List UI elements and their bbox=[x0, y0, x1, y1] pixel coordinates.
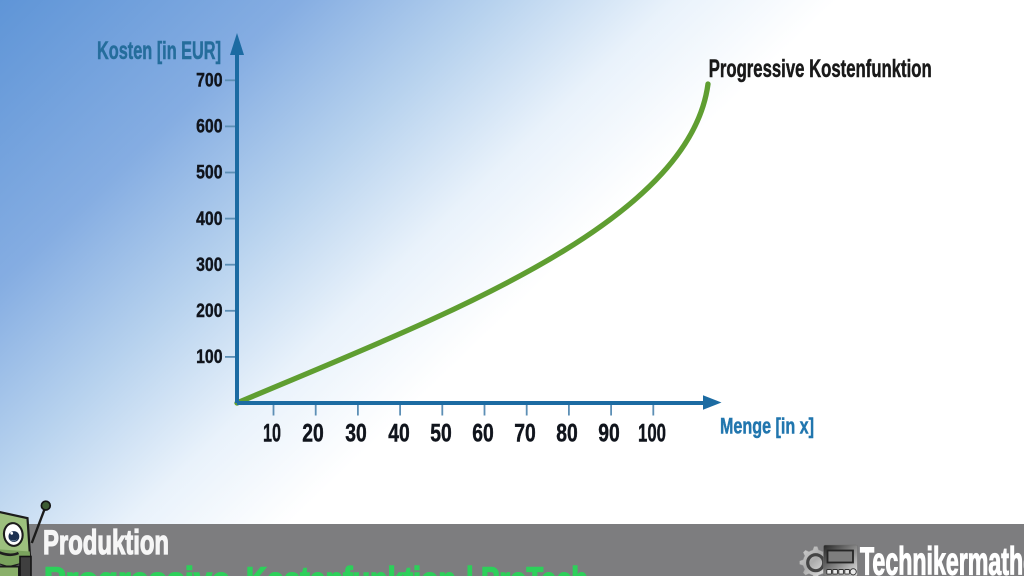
svg-text:90: 90 bbox=[598, 420, 620, 448]
svg-text:Kostenfunktion: Kostenfunktion bbox=[246, 561, 456, 576]
svg-text:| ProTech: | ProTech bbox=[466, 561, 588, 576]
svg-text:600: 600 bbox=[196, 116, 223, 138]
svg-text:40: 40 bbox=[388, 420, 410, 448]
svg-text:60: 60 bbox=[472, 420, 494, 448]
svg-text:80: 80 bbox=[556, 420, 578, 448]
svg-text:200: 200 bbox=[196, 300, 223, 322]
svg-text:500: 500 bbox=[196, 162, 223, 184]
svg-text:400: 400 bbox=[196, 208, 223, 230]
svg-text:10: 10 bbox=[263, 420, 281, 448]
svg-text:700: 700 bbox=[196, 70, 223, 92]
svg-text:70: 70 bbox=[514, 420, 536, 448]
svg-text:50: 50 bbox=[430, 420, 452, 448]
svg-text:100: 100 bbox=[196, 346, 223, 368]
svg-text:Kosten [in EUR]: Kosten [in EUR] bbox=[97, 37, 221, 65]
svg-text:Produktion: Produktion bbox=[43, 524, 169, 562]
svg-text:20: 20 bbox=[302, 420, 324, 448]
svg-text:Progressive: Progressive bbox=[44, 561, 230, 576]
svg-text:300: 300 bbox=[196, 254, 223, 276]
svg-text:Technikermathe: Technikermathe bbox=[860, 541, 1024, 576]
svg-text:100: 100 bbox=[638, 420, 666, 448]
svg-text:Progressive Kostenfunktion: Progressive Kostenfunktion bbox=[709, 55, 932, 83]
svg-text:30: 30 bbox=[345, 420, 367, 448]
svg-text:Menge [in x]: Menge [in x] bbox=[720, 414, 814, 439]
